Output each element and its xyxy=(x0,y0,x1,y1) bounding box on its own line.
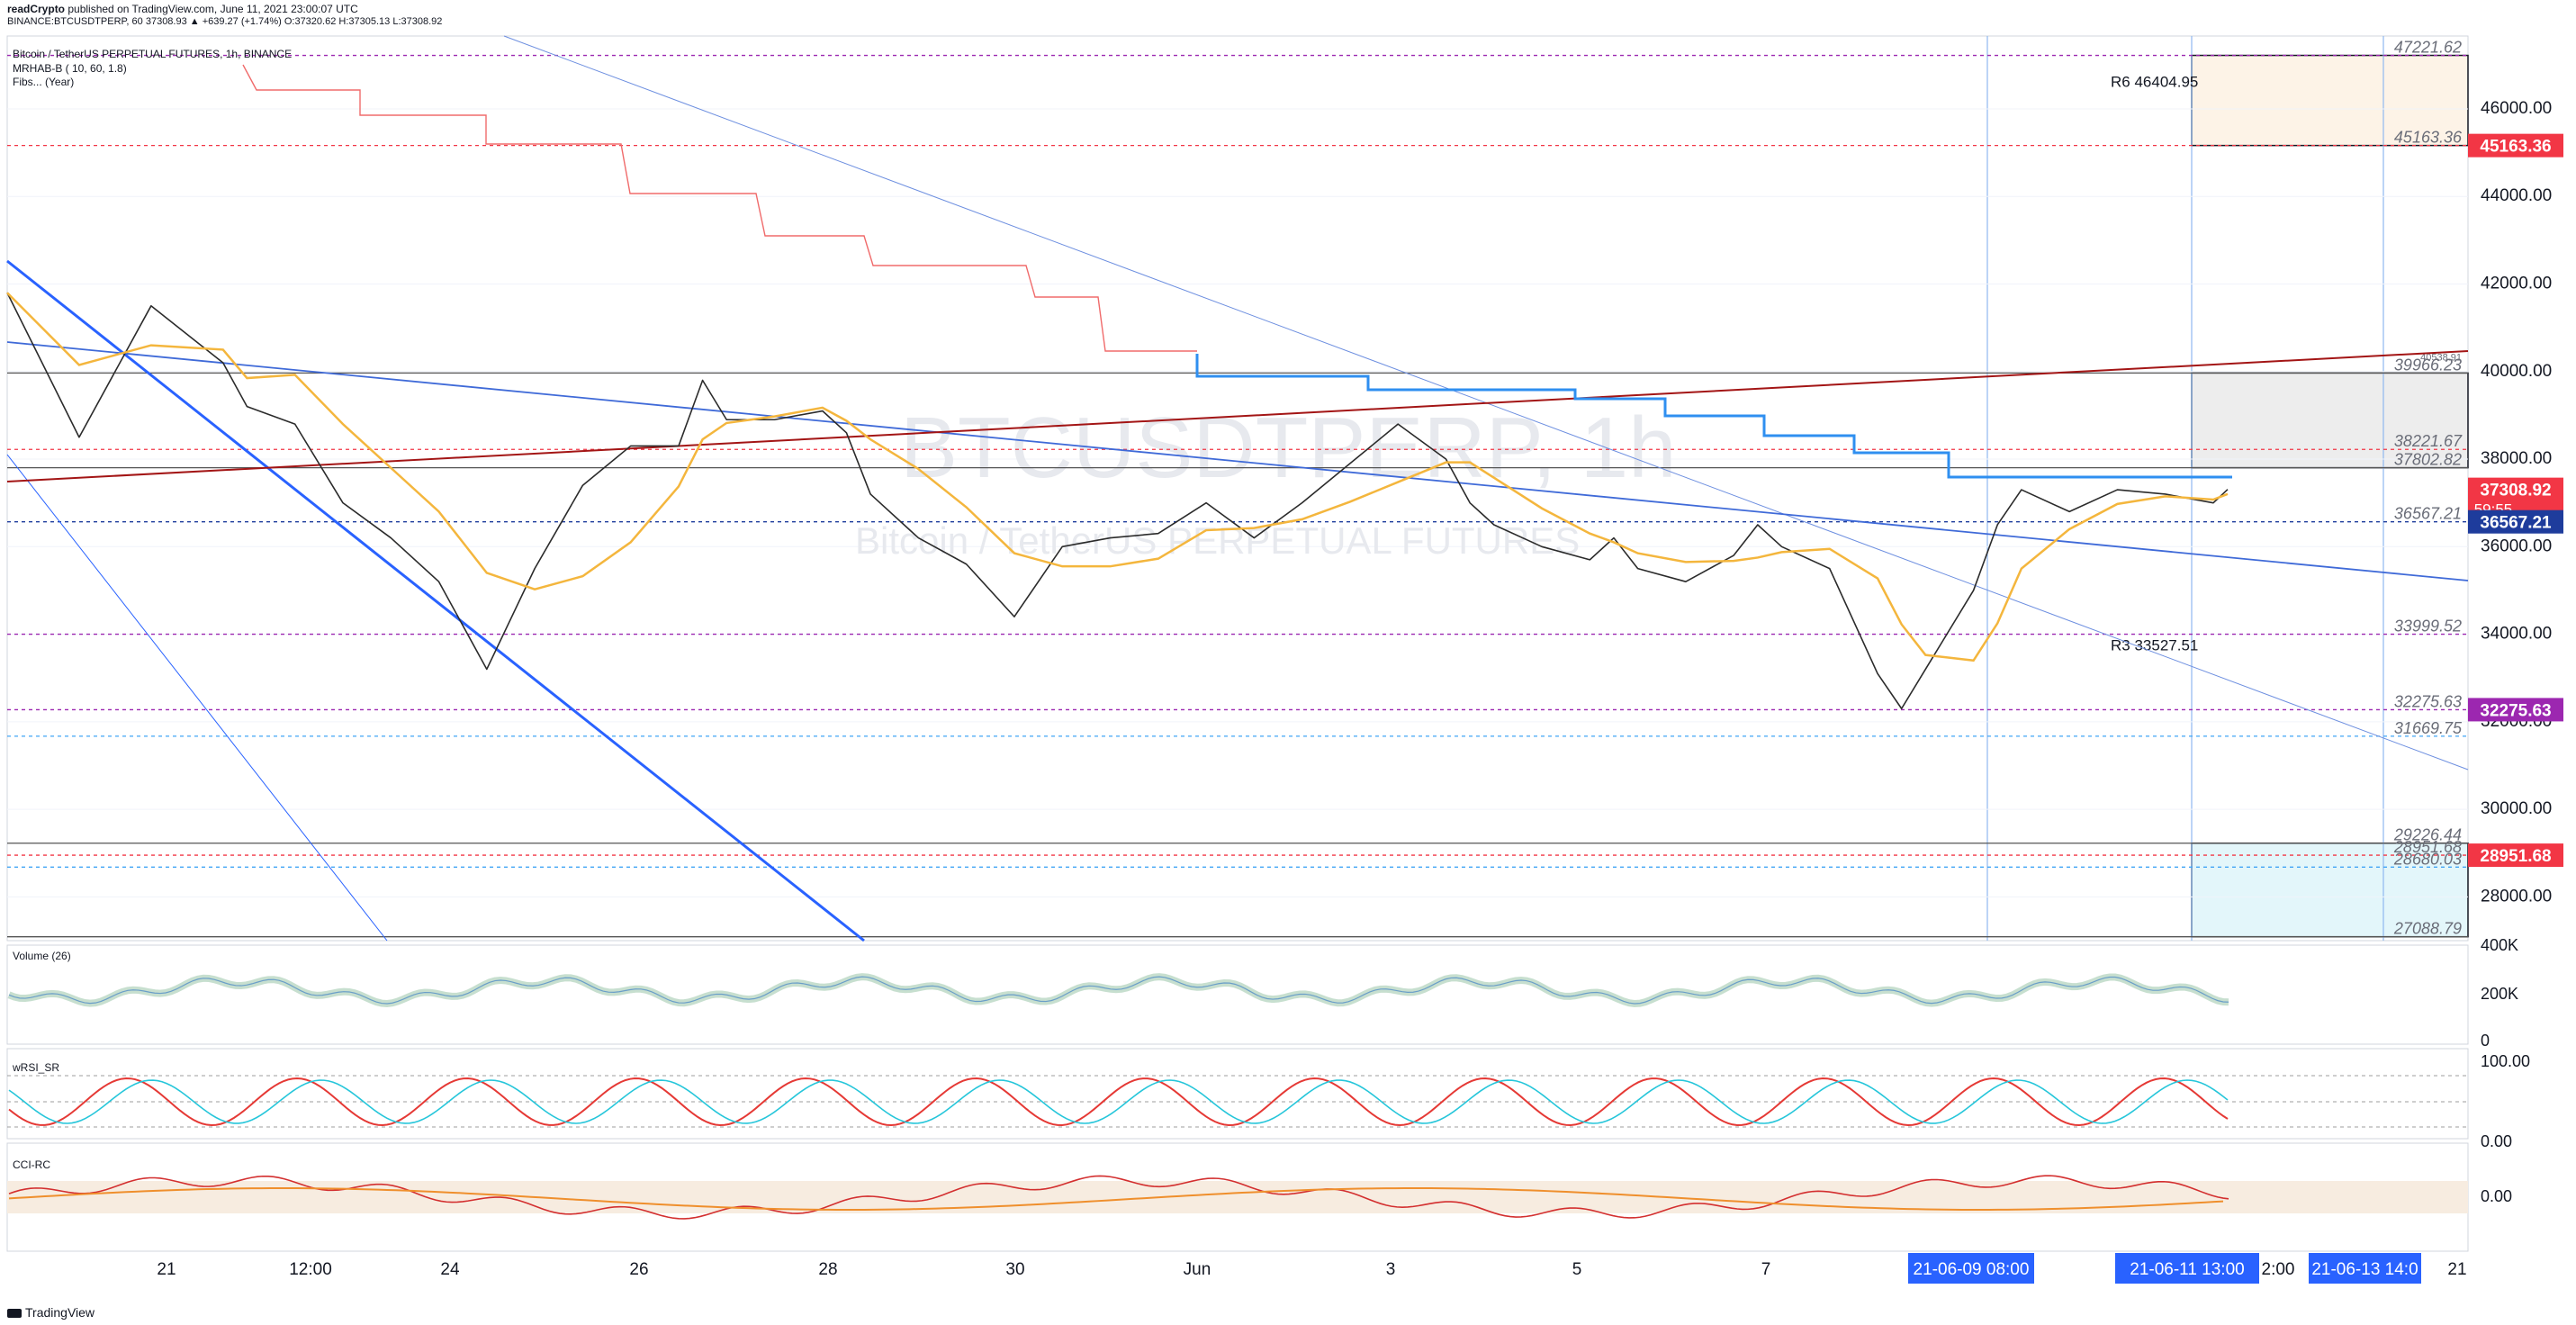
trendline-mid xyxy=(6,341,2469,581)
time-badge xyxy=(2309,1253,2421,1284)
price-badge xyxy=(2468,509,2563,534)
x-tick-label: 30 xyxy=(1005,1260,1024,1279)
horizontal-level-label: 36567.21 xyxy=(2394,505,2462,523)
target-box-upper xyxy=(2191,54,2469,147)
ohlc-line: BINANCE:BTCUSDTPERP, 60 37308.93 ▲ +639.… xyxy=(7,16,443,27)
pivot-label: R3 33527.51 xyxy=(2111,637,2198,654)
volume-average-line xyxy=(8,976,2229,1005)
y-tick-label: 28000.00 xyxy=(2481,887,2552,906)
footer-brand[interactable]: TradingView xyxy=(25,1305,95,1320)
rsi-line xyxy=(8,1077,2229,1127)
small-level-label: 40538.91 xyxy=(2420,353,2462,364)
x-tick-label: 21 xyxy=(157,1260,176,1279)
x-tick-label: 26 xyxy=(629,1260,648,1279)
time-badge-label: 2:00 xyxy=(2262,1260,2295,1279)
cci-average-line xyxy=(8,1187,2224,1211)
x-tick-label: 12:00 xyxy=(289,1260,332,1279)
volume-pane xyxy=(6,944,2469,1045)
indicator-label: MRHAB-B ( 10, 60, 1.8) xyxy=(13,62,127,75)
trendline-thin-left xyxy=(6,454,388,942)
horizontal-level-label: 32275.63 xyxy=(2394,692,2462,710)
cci-line xyxy=(8,1175,2229,1220)
volume-tick-label: 0 xyxy=(2481,1032,2490,1050)
x-tick-label: 28 xyxy=(818,1260,837,1279)
red-step-line xyxy=(242,64,1197,352)
footer: TradingView xyxy=(7,1305,95,1320)
price-badge-label: 32275.63 xyxy=(2480,701,2551,720)
time-badge-label: 21-06-09 08:00 xyxy=(1914,1260,2030,1279)
indicator-label: Fibs... (Year) xyxy=(13,76,74,88)
tradingview-logo-icon xyxy=(7,1309,22,1319)
volume-tick-label: 200K xyxy=(2481,985,2518,1003)
published-text: published on TradingView.com, June 11, 2… xyxy=(68,3,358,15)
horizontal-level-label: 39966.23 xyxy=(2394,356,2462,374)
horizontal-level-label: 38221.67 xyxy=(2394,432,2463,450)
y-tick-label: 44000.00 xyxy=(2481,186,2552,205)
horizontal-level-label: 45163.36 xyxy=(2394,129,2463,147)
price-badge xyxy=(2468,843,2563,868)
horizontal-level-label: 33999.52 xyxy=(2394,617,2462,635)
time-badge xyxy=(1908,1253,2034,1284)
y-tick-label: 46000.00 xyxy=(2481,99,2552,118)
horizontal-level-label: 31669.75 xyxy=(2394,719,2463,737)
y-tick-label: 42000.00 xyxy=(2481,274,2552,293)
price-badge-label: 37308.92 xyxy=(2480,482,2551,500)
moving-average-line xyxy=(6,292,2229,662)
price-badge xyxy=(2468,698,2563,722)
time-badge-label: 21 xyxy=(2447,1260,2466,1279)
price-badge-label: 28951.68 xyxy=(2480,847,2551,866)
rsi-title: wRSI_SR xyxy=(12,1061,59,1074)
watermark-name: Bitcoin / TetherUS PERPETUAL FUTURES xyxy=(855,519,1580,562)
y-tick-label: 40000.00 xyxy=(2481,362,2552,381)
rsi-tick-label-low: 0.00 xyxy=(2481,1132,2512,1150)
horizontal-level-label: 27088.79 xyxy=(2393,920,2462,938)
cci-tick-label: 0.00 xyxy=(2481,1187,2512,1205)
rsi-tick-label-high: 100.00 xyxy=(2481,1052,2530,1070)
x-tick-label: Jun xyxy=(1184,1260,1211,1279)
publisher-name[interactable]: readCrypto xyxy=(7,3,66,15)
watermark-symbol: BTCUSDTPERP, 1h xyxy=(900,400,1677,496)
chart-header: readCrypto published on TradingView.com,… xyxy=(7,3,442,28)
y-tick-label: 36000.00 xyxy=(2481,536,2552,555)
price-series-line xyxy=(6,292,2229,710)
y-tick-label: 34000.00 xyxy=(2481,625,2552,644)
x-tick-label: 24 xyxy=(440,1260,460,1279)
horizontal-level-label: 37802.82 xyxy=(2394,451,2462,469)
x-tick-label: 5 xyxy=(1572,1260,1582,1279)
time-badge-label: 21-06-11 13:00 xyxy=(2130,1260,2244,1279)
cci-band xyxy=(7,1181,2468,1213)
main-pane xyxy=(6,35,2469,942)
horizontal-level-label: 28680.03 xyxy=(2393,850,2462,868)
volume-title: Volume (26) xyxy=(13,950,71,962)
horizontal-level-label: 28951.68 xyxy=(2393,838,2462,856)
rsi-signal-line xyxy=(8,1079,2229,1124)
time-badge xyxy=(2115,1253,2259,1284)
x-tick-label: 7 xyxy=(1761,1260,1771,1279)
trendline-steep xyxy=(6,259,865,942)
horizontal-level-label: 47221.62 xyxy=(2394,39,2462,57)
horizontal-level-label: 29226.44 xyxy=(2393,826,2462,844)
symbol-title: Bitcoin / TetherUS PERPETUAL FUTURES, 1h… xyxy=(13,48,292,60)
x-tick-label: 3 xyxy=(1386,1260,1396,1279)
price-badge-label: 45163.36 xyxy=(2480,138,2551,157)
y-tick-label: 38000.00 xyxy=(2481,449,2552,468)
cci-title: CCI-RC xyxy=(13,1158,50,1171)
price-badge xyxy=(2468,133,2563,158)
time-badge-label: 21-06-13 14:0 xyxy=(2311,1260,2418,1279)
y-tick-label: 30000.00 xyxy=(2481,799,2552,818)
trendline-rising xyxy=(6,350,2469,482)
pivot-label: R6 46404.95 xyxy=(2111,73,2198,90)
blue-step-line xyxy=(1195,354,2232,479)
price-badge-label: 36567.21 xyxy=(2480,514,2552,533)
volume-tick-label: 400K xyxy=(2481,936,2518,954)
